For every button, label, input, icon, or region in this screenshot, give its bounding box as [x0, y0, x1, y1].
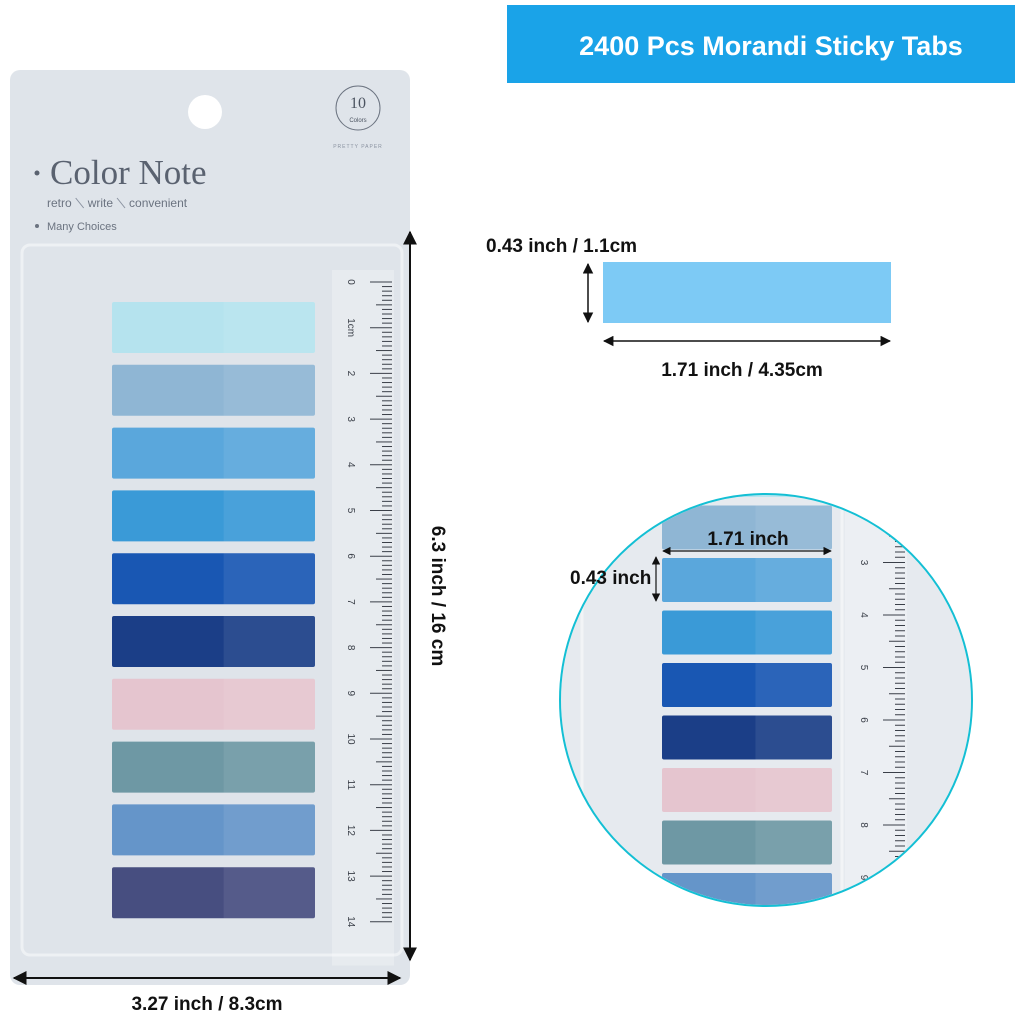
tab-sheen — [223, 804, 315, 856]
tab-sheen — [755, 873, 832, 905]
tab — [662, 495, 832, 497]
bullet — [35, 224, 39, 228]
badge-label: Colors — [349, 118, 366, 124]
ruler-label: 8 — [345, 645, 356, 651]
tab-sheen — [755, 495, 832, 497]
hang-hole — [188, 95, 222, 129]
tabs — [112, 302, 315, 919]
ruler-label: 0 — [345, 279, 356, 285]
tab — [662, 873, 832, 905]
ruler-label: 9 — [858, 875, 869, 881]
ruler-label: 14 — [345, 916, 356, 928]
zoom-view: 2 3 4 5 6 7 8 9 10 11 — [561, 495, 971, 988]
badge — [335, 85, 381, 131]
zoom-ruler: 2 3 4 5 6 7 8 9 10 11 — [845, 498, 907, 988]
tab — [112, 490, 315, 542]
tab-sheen — [755, 663, 832, 707]
tab-sheen — [223, 427, 315, 479]
separator — [75, 197, 85, 209]
tab — [662, 558, 832, 602]
zoom-tabs — [662, 495, 832, 905]
banner-title: 2400 Pcs Morandi Sticky Tabs — [579, 31, 963, 61]
ruler-label: 2 — [858, 507, 869, 513]
ruler-label: 6 — [345, 553, 356, 559]
ruler-label: 4 — [858, 612, 869, 618]
tab-sheen — [223, 741, 315, 793]
tab-sheen — [223, 364, 315, 416]
zoom-circle — [559, 493, 973, 907]
ruler-label: 3 — [345, 416, 356, 422]
tab — [662, 820, 832, 865]
zoom-width-label: 1.71 inch — [707, 529, 788, 550]
tab-height-label: 0.43 inch / 1.1cm — [486, 236, 637, 257]
ruler-label: 10 — [345, 733, 356, 745]
height-label: 6.3 inch / 16 cm — [427, 526, 448, 666]
tab-sheen — [755, 715, 832, 760]
tab-sheen — [223, 867, 315, 919]
tab-sheen — [755, 768, 832, 812]
package-title: Color Note — [50, 153, 207, 192]
tab — [112, 616, 315, 667]
brand-note: PRETTY PAPER — [333, 144, 383, 150]
tab — [662, 610, 832, 655]
tab — [112, 678, 315, 730]
ruler-label: 10 — [858, 924, 869, 936]
tray-outline — [20, 243, 404, 957]
tab-sheen — [755, 558, 832, 602]
tagline: retro write convenient — [47, 196, 188, 210]
ruler-label: 13 — [345, 871, 356, 883]
tab-sheen — [223, 678, 315, 730]
tab-sheen — [223, 302, 315, 353]
badge-number: 10 — [350, 95, 366, 112]
ruler-label: 11 — [345, 780, 356, 791]
ruler-label: 5 — [858, 665, 869, 671]
tab — [112, 741, 315, 793]
tab-sheen — [755, 820, 832, 865]
banner — [507, 5, 1015, 83]
subtitle: Many Choices — [47, 221, 117, 233]
tab-width-label: 1.71 inch / 4.35cm — [661, 360, 823, 381]
ruler-strip — [332, 270, 394, 966]
bullet — [34, 170, 40, 176]
ruler-label: 6 — [858, 717, 869, 723]
tab — [662, 715, 832, 760]
tab-sheen — [755, 610, 832, 655]
ruler-label: 3 — [858, 560, 869, 566]
tab — [112, 302, 315, 353]
tab — [112, 804, 315, 856]
zoom-height-label: 0.43 inch — [570, 568, 651, 589]
ruler-label: 4 — [345, 462, 356, 468]
tagline-word: retro — [47, 196, 72, 210]
ruler-label: 7 — [858, 770, 869, 776]
tab-sheen — [223, 490, 315, 542]
single-tab — [603, 262, 891, 323]
tab — [112, 364, 315, 416]
ruler-label: 7 — [345, 599, 356, 605]
ruler: 0 1cm 2 3 4 5 6 7 8 9 10 11 12 13 14 — [332, 270, 394, 966]
tab — [112, 553, 315, 605]
ruler-label: 2 — [345, 371, 356, 377]
tab — [662, 505, 832, 550]
tab — [662, 663, 832, 707]
tab — [662, 768, 832, 812]
ruler-label: 9 — [345, 691, 356, 697]
tab — [112, 867, 315, 919]
width-label: 3.27 inch / 8.3cm — [131, 994, 282, 1015]
tab-sheen — [223, 553, 315, 605]
tab-sheen — [223, 616, 315, 667]
ruler-label: 8 — [858, 822, 869, 828]
tagline-word: convenient — [129, 196, 188, 210]
separator — [116, 197, 126, 209]
ruler-label: 1cm — [345, 318, 356, 337]
ruler-label: 11 — [858, 977, 869, 988]
ruler-label: 5 — [345, 508, 356, 514]
tagline-word: write — [87, 196, 114, 210]
tab — [112, 427, 315, 479]
tab-sheen — [755, 505, 832, 550]
ruler-label: 12 — [345, 825, 356, 837]
ruler-strip — [845, 498, 907, 905]
zoom-tray — [580, 495, 844, 905]
